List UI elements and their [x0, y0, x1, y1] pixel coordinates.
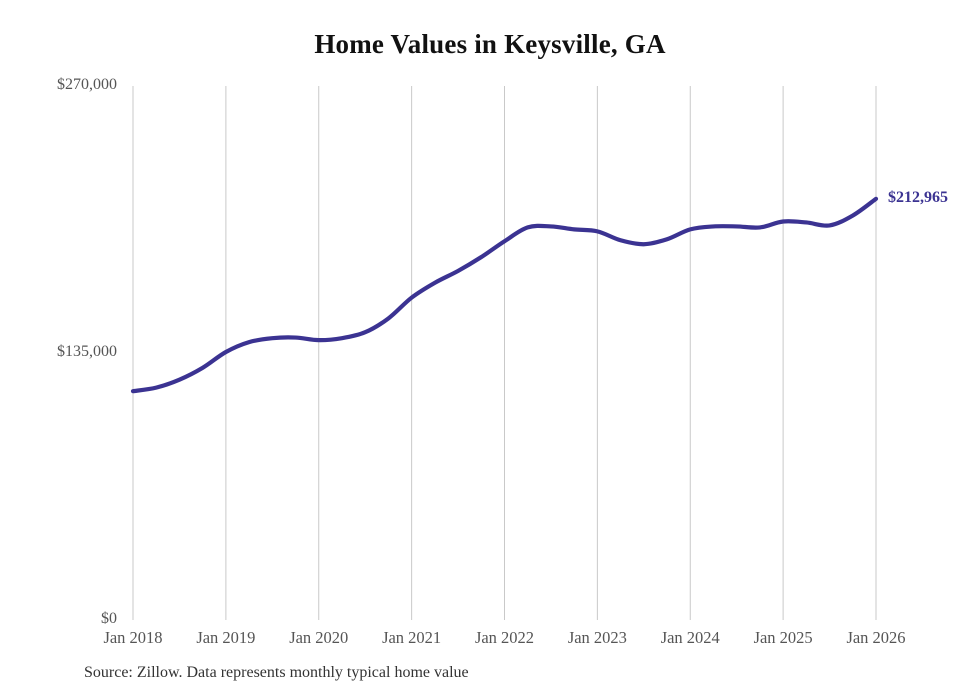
y-axis-tick-label: $135,000	[57, 343, 117, 360]
x-axis-tick-label: Jan 2024	[660, 628, 720, 647]
y-axis-tick-label: $270,000	[57, 76, 117, 93]
chart-title: Home Values in Keysville, GA	[314, 29, 666, 59]
value-line	[130, 196, 879, 394]
y-axis-tick-label: $0	[101, 610, 117, 627]
x-axis-tick-label: Jan 2026	[846, 628, 906, 647]
x-axis-tick-label: Jan 2019	[196, 628, 256, 647]
end-value-annotation: $212,965	[888, 188, 948, 206]
x-axis-tick-label: Jan 2021	[382, 628, 442, 647]
x-axis-tick-label: Jan 2018	[103, 628, 163, 647]
gridlines-group	[132, 86, 877, 620]
source-note: Source: Zillow. Data represents monthly …	[84, 664, 469, 681]
x-axis-tick-label: Jan 2025	[753, 628, 813, 647]
x-axis-tick-label: Jan 2022	[474, 628, 535, 647]
x-axis-tick-label: Jan 2023	[567, 628, 627, 647]
x-axis-tick-label: Jan 2020	[289, 628, 349, 647]
